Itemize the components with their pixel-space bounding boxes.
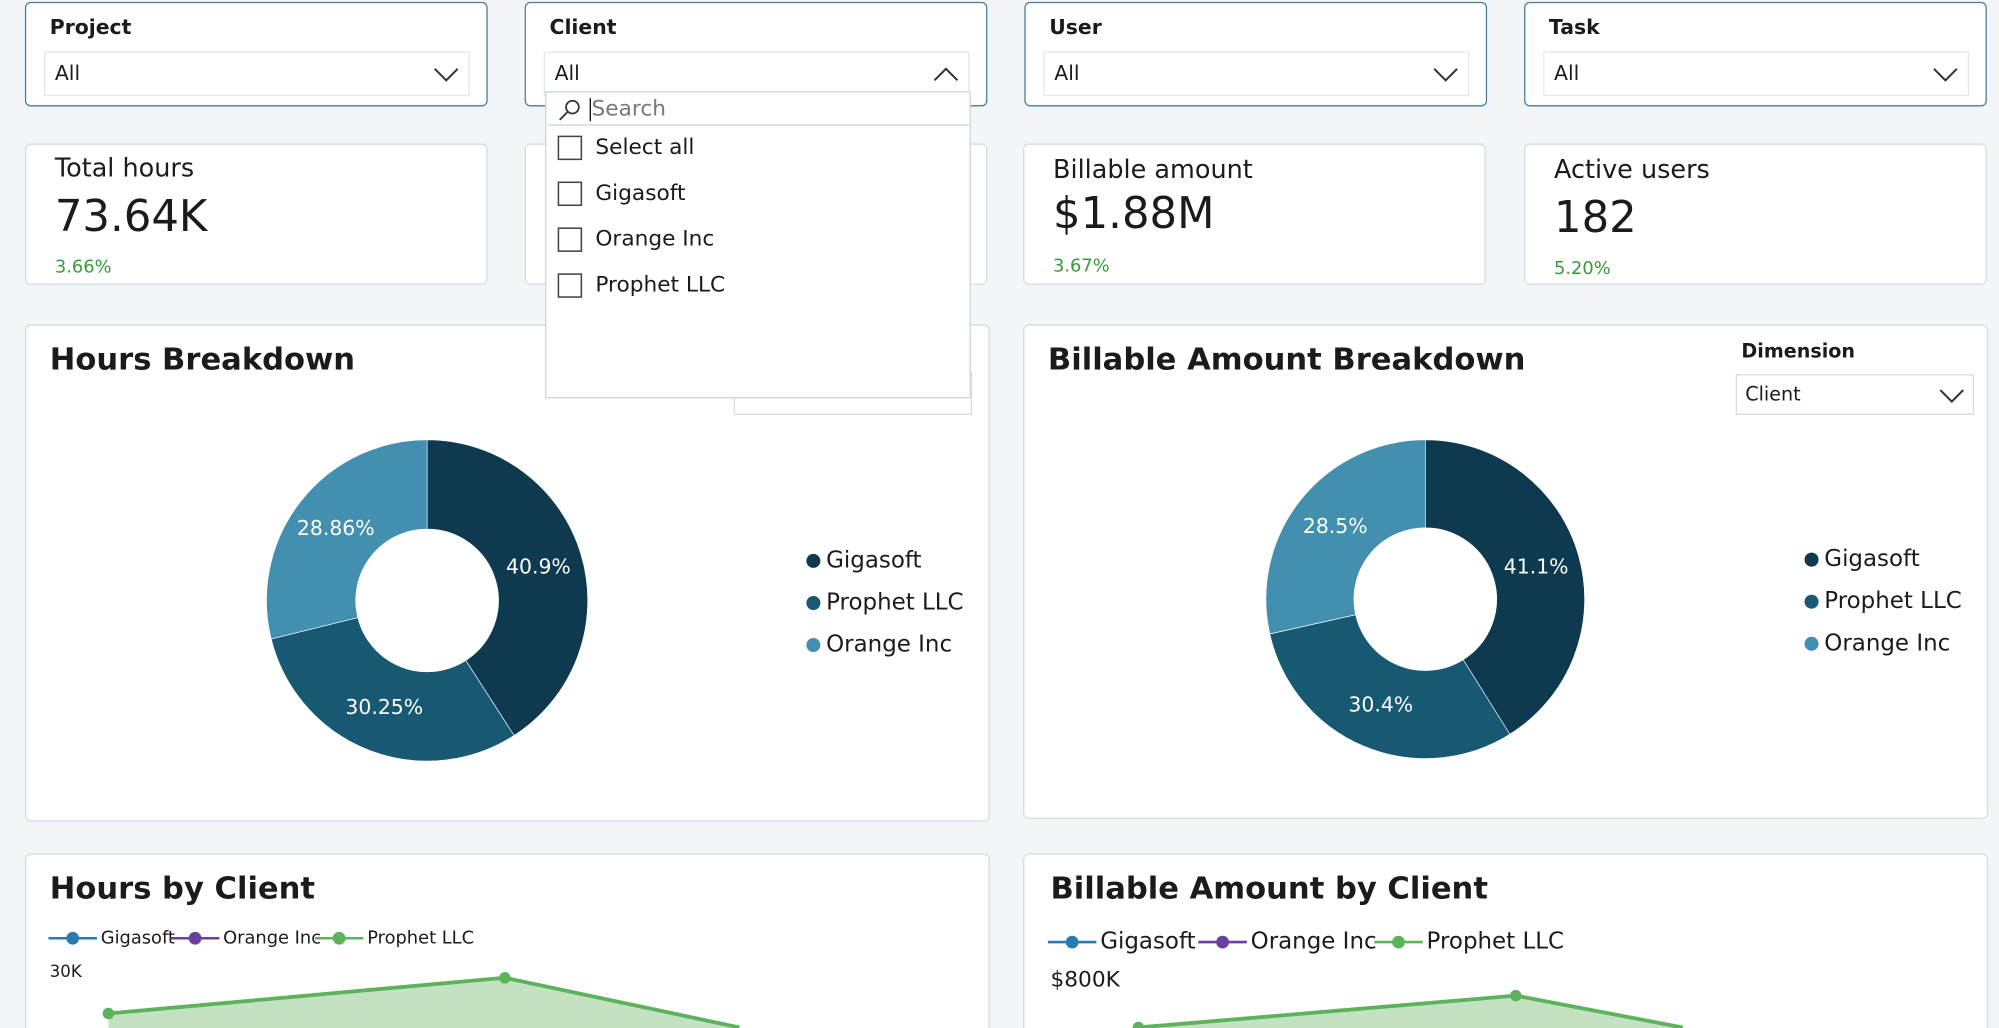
filter-field[interactable] <box>1043 51 1470 97</box>
slice-label: 30.25% <box>345 695 423 719</box>
dimension-value: Client <box>1745 383 1801 406</box>
donut-slice <box>1269 614 1511 759</box>
filter-chevron[interactable] <box>933 67 959 82</box>
checkbox[interactable] <box>557 135 583 161</box>
dimension-slicer[interactable] <box>1735 374 1975 415</box>
search-icon <box>565 99 580 115</box>
legend-dot <box>1804 636 1819 651</box>
kpi-change: 5.20% <box>1554 258 1611 279</box>
legend-label: Gigasoft <box>1824 546 1919 572</box>
filter-label: User <box>1049 15 1102 39</box>
donut-slice <box>426 439 588 736</box>
legend-dot <box>1804 552 1819 567</box>
legend-dot <box>66 931 80 945</box>
legend-dot <box>806 638 821 653</box>
filter-label: Client <box>549 15 616 39</box>
legend-label: Gigasoft <box>1100 929 1195 955</box>
option-label[interactable]: Gigasoft <box>595 181 685 206</box>
kpi-change: 3.67% <box>1053 255 1110 276</box>
search-icon-handle <box>559 111 568 121</box>
kpi-card <box>1023 143 1486 285</box>
option-label[interactable]: Prophet LLC <box>595 273 725 298</box>
legend-label: Prophet LLC <box>826 589 963 615</box>
option-label[interactable]: Orange Inc <box>595 227 714 252</box>
legend-dot <box>1065 935 1079 949</box>
kpi-change: 3.66% <box>55 257 112 278</box>
legend-label: Orange Inc <box>223 927 321 948</box>
legend-label: Orange Inc <box>1824 630 1950 656</box>
search-placeholder: Search <box>592 97 666 122</box>
kpi-value: 182 <box>1554 193 1637 243</box>
y-tick-label: $800K <box>1050 967 1120 992</box>
point <box>102 1007 115 1020</box>
point <box>1132 1021 1145 1028</box>
chart-title: Billable Amount by Client <box>1050 871 1487 906</box>
kpi-label: Billable amount <box>1053 155 1253 185</box>
slice-label: 41.1% <box>1504 554 1569 578</box>
filter-value: All <box>1554 61 1579 85</box>
chart-title: Hours Breakdown <box>50 342 355 377</box>
donut-slice <box>266 439 428 640</box>
filter-value: All <box>555 61 580 85</box>
slice-label: 40.9% <box>506 555 571 579</box>
legend-dot <box>1392 935 1405 949</box>
kpi-value: 73.64K <box>55 192 209 242</box>
filter-field[interactable] <box>44 51 470 97</box>
kpi-value: $1.88M <box>1053 189 1214 239</box>
kpi-label: Active users <box>1554 155 1710 185</box>
slice-label: 30.4% <box>1348 693 1413 717</box>
legend-label: Gigasoft <box>101 927 175 948</box>
legend-label: Orange Inc <box>826 632 952 658</box>
kpi-card <box>24 143 488 285</box>
panel <box>1023 853 1989 1028</box>
filter-field[interactable] <box>1543 51 1969 97</box>
donut-slice <box>1265 439 1426 635</box>
slice-label: 28.5% <box>1303 514 1368 538</box>
slice-label: 28.86% <box>297 516 375 540</box>
checkbox[interactable] <box>557 273 583 298</box>
legend-label: Prophet LLC <box>1427 929 1564 955</box>
legend-dot <box>188 931 202 945</box>
filter-value: All <box>1054 61 1079 85</box>
chevron[interactable] <box>1939 389 1964 404</box>
legend-label: Orange Inc <box>1251 929 1377 955</box>
chart-title: Billable Amount Breakdown <box>1048 342 1526 377</box>
point <box>499 972 511 984</box>
filter-chevron[interactable] <box>1933 68 1958 82</box>
checkbox[interactable] <box>557 227 583 252</box>
point <box>1510 989 1522 1002</box>
filter-label: Project <box>50 15 132 39</box>
kpi-label: Total hours <box>54 154 194 184</box>
option-label[interactable]: Select all <box>595 135 694 160</box>
checkbox[interactable] <box>557 181 583 207</box>
legend-label: Gigasoft <box>826 547 921 573</box>
filter-chevron[interactable] <box>1433 68 1458 82</box>
legend-label: Prophet LLC <box>367 927 474 948</box>
filter-label: Task <box>1549 15 1600 39</box>
dimension-label: Dimension <box>1741 339 1855 362</box>
legend-dot <box>1216 935 1229 949</box>
legend-dot <box>1804 594 1819 609</box>
legend-dot <box>806 553 821 568</box>
filter-chevron[interactable] <box>434 68 459 82</box>
panel <box>24 853 990 1028</box>
legend-label: Prophet LLC <box>1824 588 1961 614</box>
donut-slice <box>270 617 515 762</box>
dropdown-panel <box>545 91 971 399</box>
filter-value: All <box>55 61 80 85</box>
filter-field[interactable] <box>543 51 970 97</box>
area <box>1138 995 1683 1028</box>
y-tick-label: 30K <box>50 962 83 981</box>
legend-dot <box>332 931 346 945</box>
area <box>108 977 740 1028</box>
chart-title: Hours by Client <box>50 871 315 906</box>
donut-slice <box>1424 439 1585 735</box>
kpi-card <box>1524 143 1987 285</box>
legend-dot <box>806 595 821 610</box>
